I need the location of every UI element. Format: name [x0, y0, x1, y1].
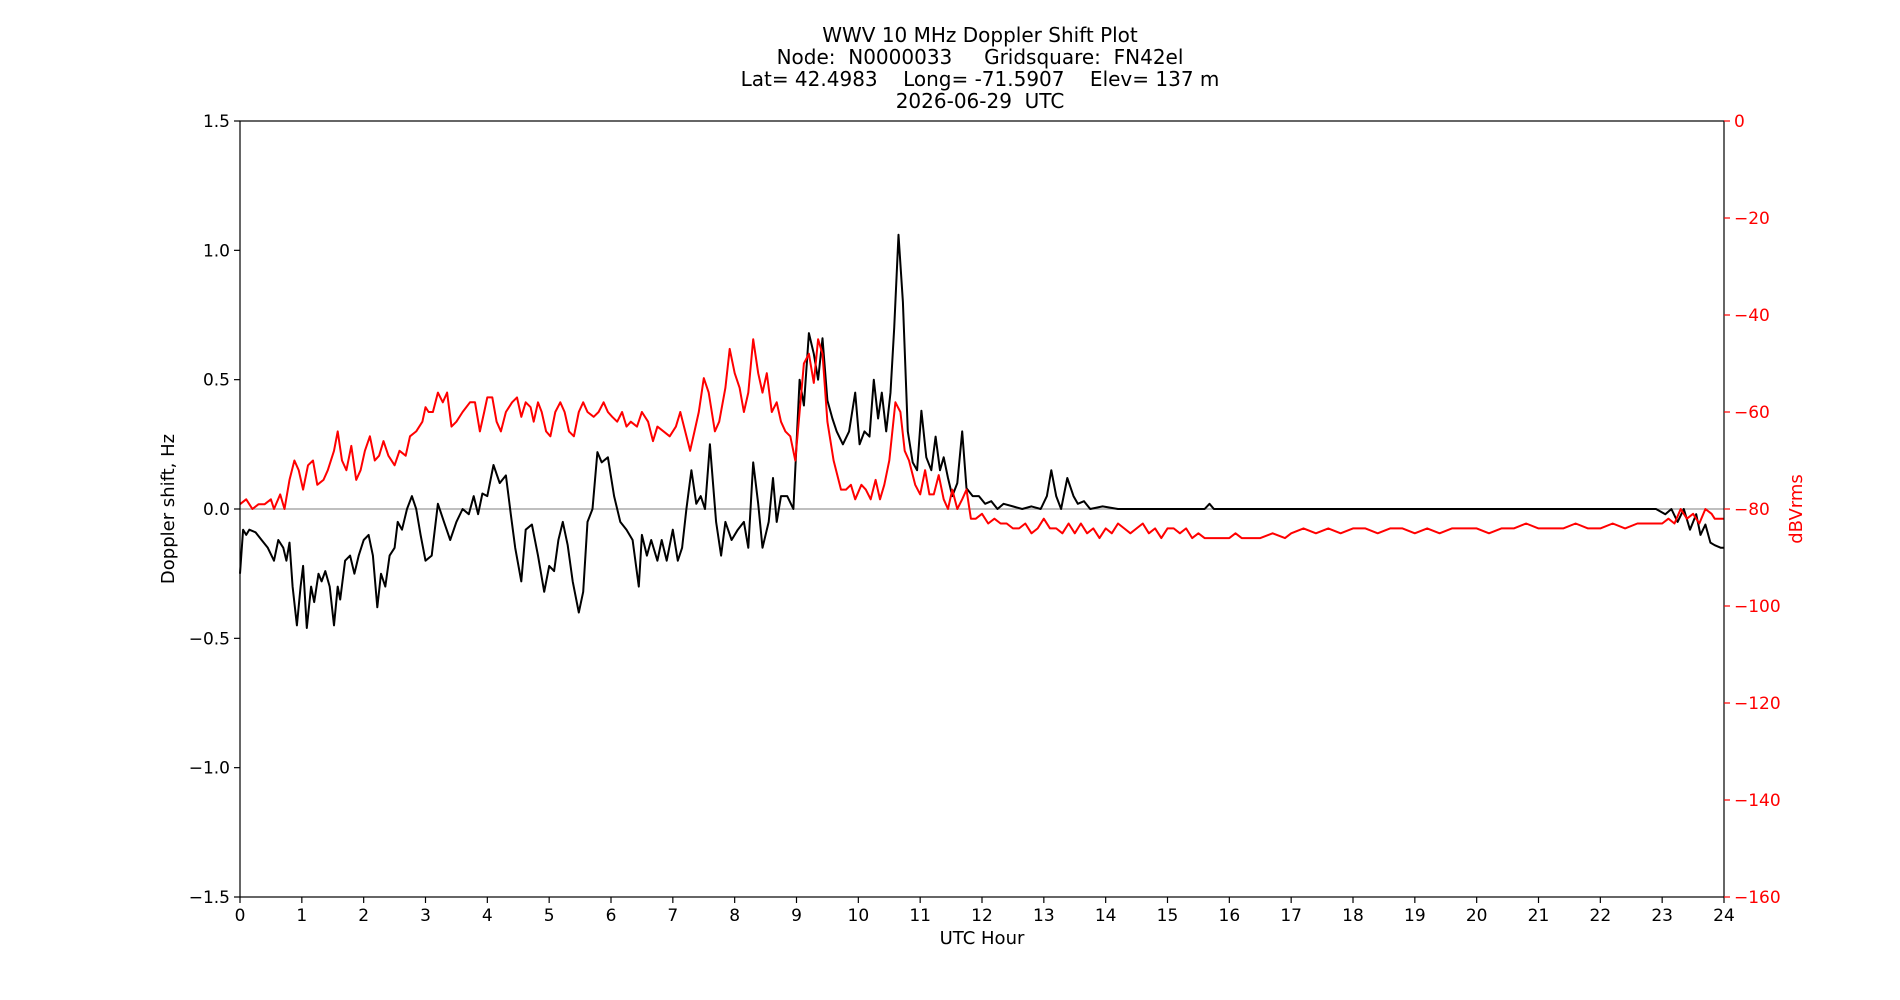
title-line-2: Node: N0000033 Gridsquare: FN42el	[777, 45, 1184, 69]
x-tick-label: 3	[420, 906, 431, 926]
x-tick-label: 6	[606, 906, 617, 926]
x-tick-label: 4	[482, 906, 493, 926]
y-axis-left-label: Doppler shift, Hz	[158, 434, 179, 584]
y-axis-left: 1.5 1.0 0.5 0.0 −0.5 −1.0 −1.5	[189, 112, 240, 908]
x-tick-label: 9	[791, 906, 802, 926]
x-tick-label: 14	[1095, 906, 1117, 926]
y-right-tick-label: −120	[1734, 694, 1781, 714]
x-tick-label: 22	[1590, 906, 1612, 926]
x-tick-label: 24	[1713, 906, 1735, 926]
y-left-tick-label: 1.0	[203, 241, 230, 261]
x-tick-label: 17	[1280, 906, 1302, 926]
title-line-4: 2026-06-29 UTC	[896, 89, 1065, 113]
x-tick-label: 23	[1651, 906, 1673, 926]
x-tick-label: 12	[971, 906, 993, 926]
y-left-tick-label: −1.5	[189, 888, 230, 908]
y-right-tick-label: −140	[1734, 791, 1781, 811]
x-tick-label: 19	[1404, 906, 1426, 926]
y-right-tick-label: −20	[1734, 209, 1770, 229]
x-tick-label: 11	[909, 906, 931, 926]
x-tick-label: 15	[1157, 906, 1179, 926]
x-tick-label: 0	[235, 906, 246, 926]
y-left-tick-label: 0.0	[203, 500, 230, 520]
chart-title: WWV 10 MHz Doppler Shift Plot Node: N000…	[741, 23, 1220, 113]
y-right-tick-label: −60	[1734, 403, 1770, 423]
x-axis: 0 1 2 3 4 5 6 7 8 9 10 11 12 13 14 15 16 17 18 19 20 21 22 23 24	[235, 897, 1735, 926]
y-right-tick-label: −80	[1734, 500, 1770, 520]
y-axis-right-label: dBVrms	[1786, 474, 1807, 544]
x-tick-label: 16	[1219, 906, 1241, 926]
x-tick-label: 8	[729, 906, 740, 926]
y-right-tick-label: 0	[1734, 112, 1745, 132]
x-axis-label: UTC Hour	[940, 928, 1025, 949]
y-left-tick-label: −1.0	[189, 759, 230, 779]
x-tick-label: 21	[1528, 906, 1550, 926]
x-tick-label: 7	[667, 906, 678, 926]
plot-area	[239, 233, 1724, 629]
y-left-tick-label: 1.5	[203, 112, 230, 132]
x-tick-label: 20	[1466, 906, 1488, 926]
x-tick-label: 18	[1342, 906, 1364, 926]
doppler-shift-line	[239, 233, 1724, 629]
y-right-tick-label: −160	[1734, 888, 1781, 908]
x-tick-label: 13	[1033, 906, 1055, 926]
y-right-tick-label: −100	[1734, 597, 1781, 617]
y-left-tick-label: −0.5	[189, 629, 230, 649]
title-line-1: WWV 10 MHz Doppler Shift Plot	[822, 23, 1138, 47]
title-line-3: Lat= 42.4983 Long= -71.5907 Elev= 137 m	[741, 67, 1220, 91]
y-left-tick-label: 0.5	[203, 371, 230, 391]
y-axis-right: 0 −20 −40 −60 −80 −100 −120 −140 −160	[1724, 112, 1781, 908]
x-tick-label: 5	[544, 906, 555, 926]
x-tick-label: 2	[358, 906, 369, 926]
x-tick-label: 1	[296, 906, 307, 926]
x-tick-label: 10	[848, 906, 870, 926]
y-right-tick-label: −40	[1734, 306, 1770, 326]
signal-power-line	[239, 338, 1724, 540]
